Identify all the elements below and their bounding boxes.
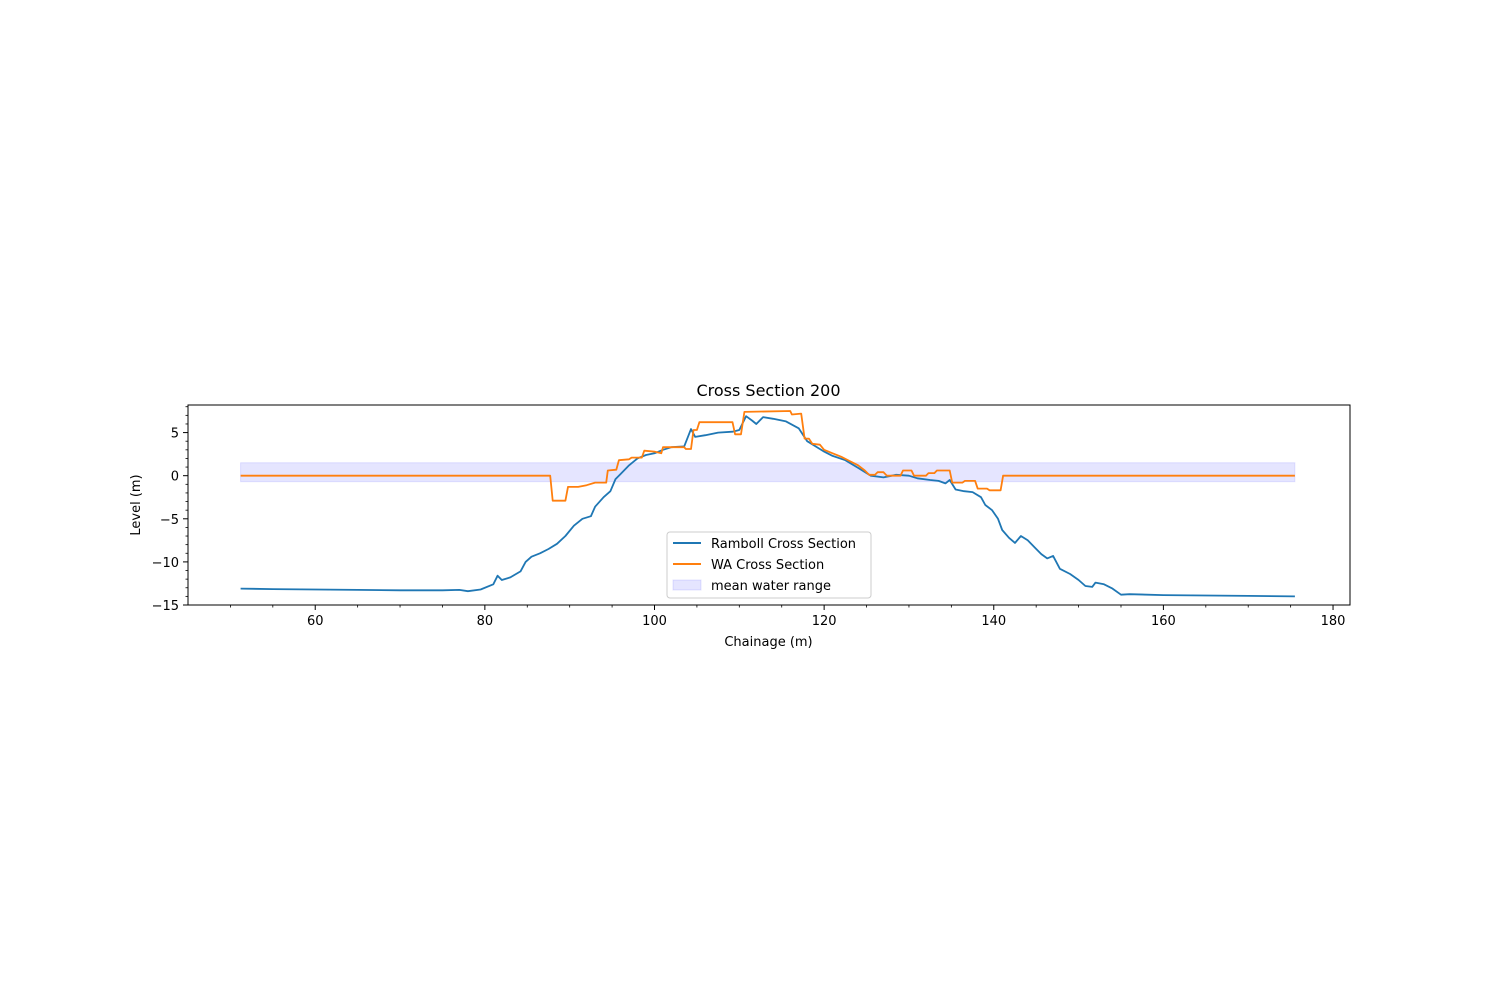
legend: Ramboll Cross Section WA Cross Section mea… bbox=[666, 531, 872, 599]
x-tick-label: 160 bbox=[1151, 614, 1176, 629]
series-line-1 bbox=[240, 410, 1295, 502]
x-axis-label: Chainage (m) bbox=[724, 635, 812, 650]
y-axis-label: Level (m) bbox=[129, 474, 144, 535]
series-line-0 bbox=[240, 415, 1295, 598]
legend-label: WA Cross Section bbox=[711, 558, 824, 573]
x-axis: 60 80 100 120 140 160 180 bbox=[230, 605, 1345, 629]
y-tick-label: −5 bbox=[160, 513, 179, 528]
legend-box bbox=[666, 531, 872, 599]
x-tick-label: 140 bbox=[981, 614, 1006, 629]
y-axis: −15 −10 −5 0 5 bbox=[152, 406, 188, 614]
x-tick-label: 180 bbox=[1321, 614, 1346, 629]
x-tick-label: 100 bbox=[642, 614, 667, 629]
legend-label: mean water range bbox=[711, 579, 831, 594]
y-tick-label: −15 bbox=[152, 599, 179, 614]
legend-label: Ramboll Cross Section bbox=[711, 537, 856, 552]
legend-swatch-band bbox=[672, 579, 702, 591]
y-tick-label: 5 bbox=[171, 427, 179, 442]
plot-frame bbox=[187, 404, 1351, 606]
chart-title: Cross Section 200 bbox=[696, 381, 840, 400]
y-tick-label: −10 bbox=[152, 556, 179, 571]
mean-water-range-band bbox=[240, 462, 1296, 483]
x-tick-label: 60 bbox=[307, 614, 324, 629]
y-tick-label: 0 bbox=[171, 470, 179, 485]
plot-area bbox=[187, 404, 1351, 606]
x-tick-label: 80 bbox=[477, 614, 494, 629]
x-tick-label: 120 bbox=[812, 614, 837, 629]
